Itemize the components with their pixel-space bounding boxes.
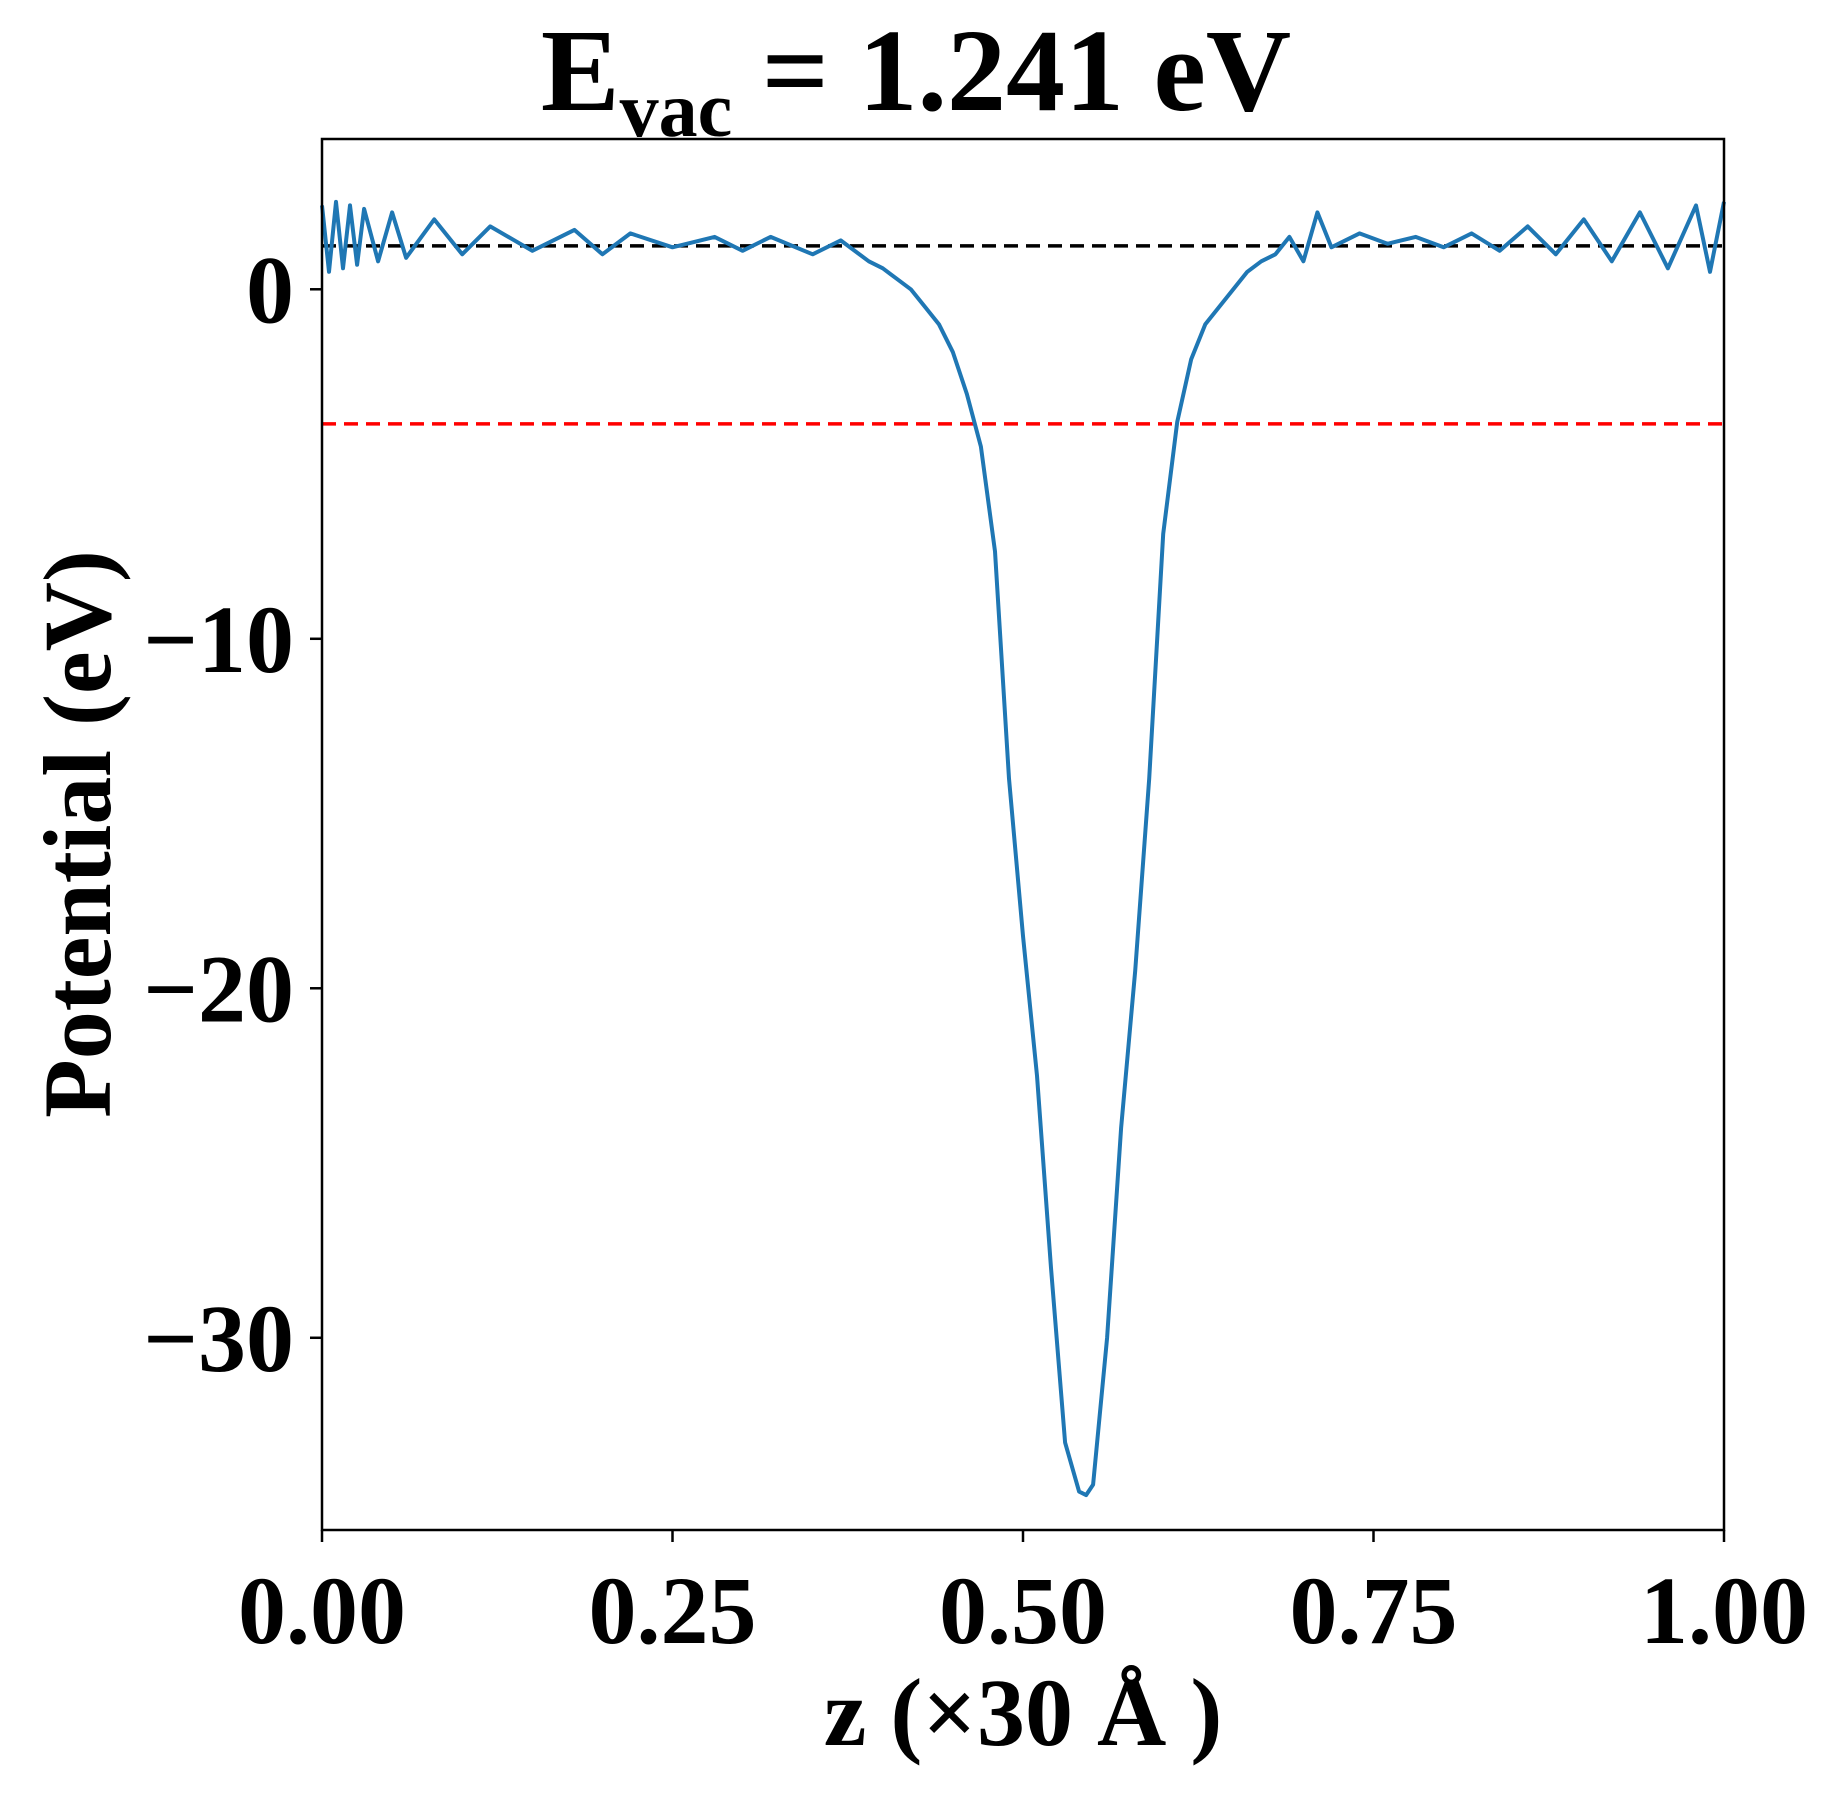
x-tick-label-0: 0.00 (238, 1557, 406, 1664)
chart-title: Evac = 1.241 eV (541, 5, 1291, 153)
x-axis-title: z (×30 Å ) (824, 1659, 1223, 1766)
y-axis: 0 −10 −20 −30 (143, 236, 322, 1392)
x-tick-label-3: 0.75 (1290, 1557, 1458, 1664)
series-line-0 (320, 199, 1726, 1498)
y-tick-label-2: −20 (143, 935, 294, 1042)
y-tick-label-3: −30 (143, 1285, 294, 1392)
x-axis: 0.00 0.25 0.50 0.75 1.00 (238, 1530, 1808, 1664)
y-axis-title: Potential (eV) (24, 550, 131, 1118)
chart-title-main: E (541, 5, 620, 136)
x-tick-label-4: 1.00 (1640, 1557, 1808, 1664)
plot-area (320, 199, 1726, 1498)
plot-frame (320, 137, 1726, 1532)
x-tick-label-2: 0.50 (939, 1557, 1107, 1664)
y-tick-label-0: 0 (246, 236, 294, 343)
chart-title-rest: = 1.241 eV (732, 5, 1291, 136)
y-tick-label-1: −10 (143, 586, 294, 693)
x-tick-label-1: 0.25 (589, 1557, 757, 1664)
